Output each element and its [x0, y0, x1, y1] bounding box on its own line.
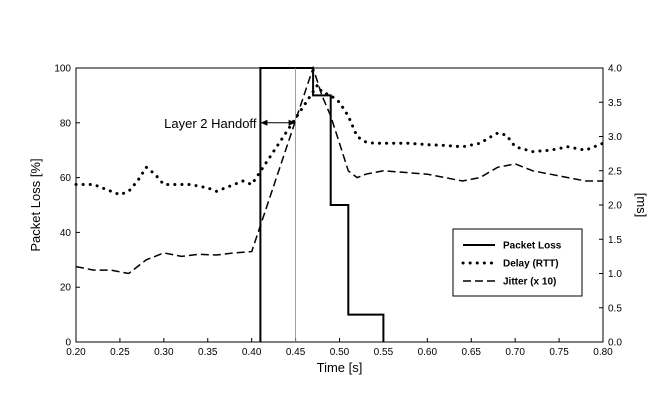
y-right-tick-label: 2.0 [608, 201, 622, 212]
x-tick-label: 0.40 [242, 347, 262, 358]
series-layer [74, 65, 605, 342]
y-axis-left: 0 20 40 60 80 100 [54, 64, 80, 349]
y-left-tick-label: 60 [60, 173, 72, 184]
y-left-tick-label: 100 [54, 64, 71, 75]
legend-item-label: Packet Loss [503, 241, 562, 252]
y-right-tick-label: 2.5 [608, 166, 622, 177]
x-tick-label: 0.25 [110, 347, 130, 358]
x-tick-label: 0.45 [286, 347, 306, 358]
y-right-tick-label: 3.0 [608, 132, 622, 143]
y-right-tick-label: 4.0 [608, 64, 622, 75]
series-line-packet-loss [259, 67, 385, 342]
x-tick-label: 0.50 [330, 347, 350, 358]
y-left-tick-label: 0 [65, 338, 71, 349]
y-right-tick-label: 3.5 [608, 98, 622, 109]
x-axis-label: Time [s] [317, 360, 363, 375]
x-tick-label: 0.30 [154, 347, 174, 358]
handoff-annotation-label: Layer 2 Handoff [164, 116, 257, 131]
y-left-tick-label: 20 [60, 283, 72, 294]
x-axis: 0.20 0.25 0.30 0.35 0.40 0.45 0.50 0.55 0.60 0.65… [66, 338, 613, 358]
x-tick-label: 0.75 [549, 347, 569, 358]
legend-item-label: Jitter (x 10) [503, 277, 556, 288]
legend-box [452, 228, 583, 297]
series-line-delay-rtt [74, 82, 605, 197]
x-tick-label: 0.80 [593, 347, 613, 358]
x-tick-label: 0.70 [505, 347, 525, 358]
handoff-arrow-right-head [288, 119, 296, 126]
legend: Packet Loss Delay (RTT) Jitter (x 10) [452, 228, 583, 297]
y-axis-right: 0.0 0.5 1.0 1.5 2.0 2.5 3.0 3.5 4.0 [599, 64, 622, 349]
y-left-tick-label: 40 [60, 228, 72, 239]
y-right-tick-label: 1.5 [608, 235, 622, 246]
x-tick-label: 0.65 [462, 347, 482, 358]
y-axis-right-label: [ms] [634, 193, 649, 218]
x-tick-label: 0.35 [198, 347, 218, 358]
handoff-arrow-left-head [260, 119, 268, 126]
series-line-jitter-x-10 [75, 65, 603, 275]
x-tick-label: 0.20 [66, 347, 86, 358]
x-tick-label: 0.60 [418, 347, 438, 358]
y-axis-left-label: Packet Loss [%] [28, 158, 43, 251]
y-left-tick-label: 80 [60, 118, 72, 129]
y-right-tick-label: 1.0 [608, 269, 622, 280]
y-right-tick-label: 0.0 [608, 338, 622, 349]
y-right-tick-label: 0.5 [608, 303, 622, 314]
annotation-layer: Layer 2 Handoff [164, 68, 296, 342]
x-tick-label: 0.55 [374, 347, 394, 358]
legend-item-label: Delay (RTT) [503, 259, 559, 270]
